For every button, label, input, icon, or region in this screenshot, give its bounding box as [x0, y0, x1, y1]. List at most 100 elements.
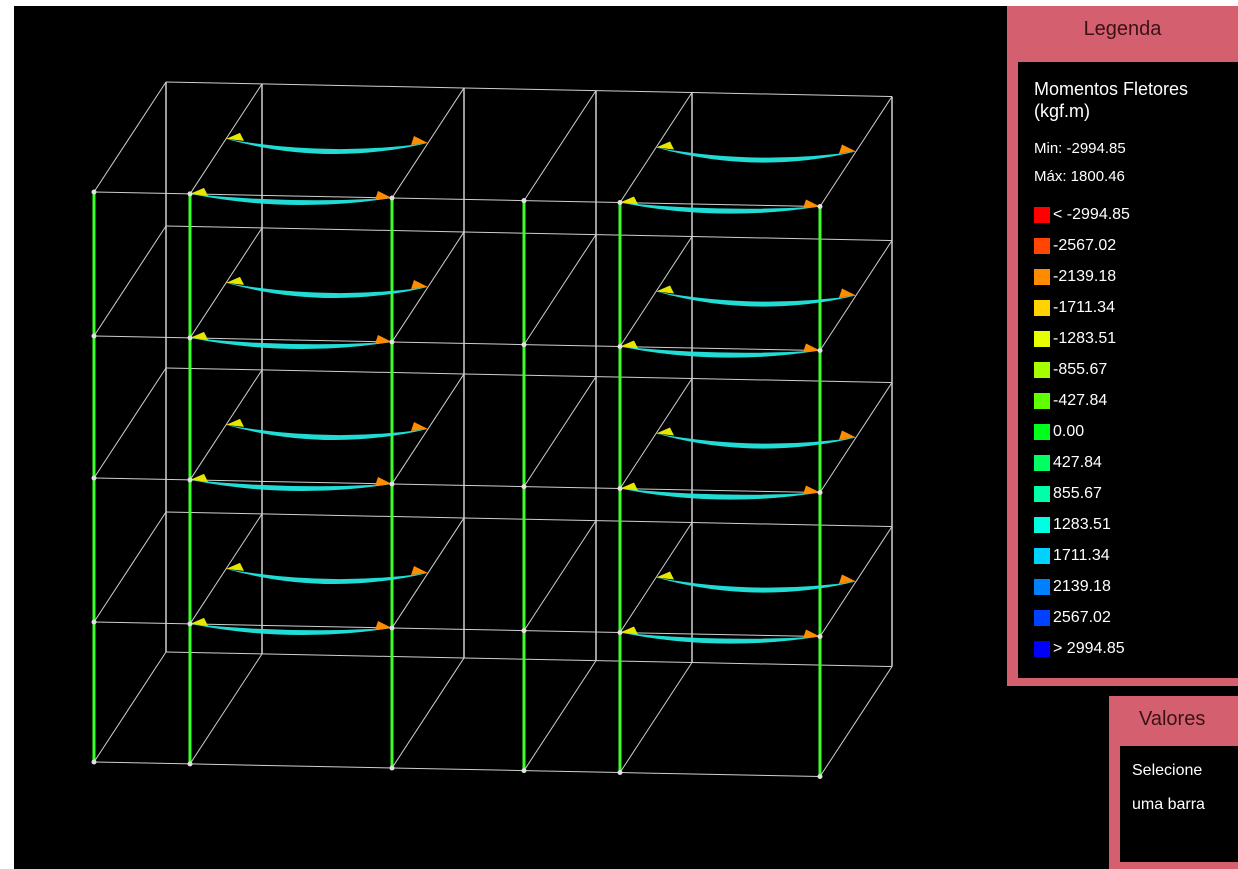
moment-diagram-positive: [226, 282, 428, 299]
frame-beam-depth: [93, 651, 167, 763]
legend-panel-title: Legenda: [1083, 18, 1162, 40]
moment-diagram-negative-end: [620, 482, 638, 491]
legend-item-label: 0.00: [1053, 423, 1085, 440]
frame-beam-back: [261, 369, 465, 375]
legend-item-label: 2139.18: [1053, 578, 1111, 595]
legend-item-label: -855.67: [1053, 361, 1108, 378]
frame-beam-front: [189, 337, 393, 343]
moment-diagram-negative-end: [411, 421, 428, 431]
legend-color-swatch: [1034, 300, 1050, 316]
moment-diagram-negative-end: [411, 565, 428, 575]
frame-node: [91, 475, 97, 481]
moment-diagram-positive: [226, 424, 428, 441]
legend-color-swatch: [1034, 269, 1050, 285]
frame-beam-depth: [93, 511, 167, 623]
moment-diagram-positive: [620, 202, 820, 214]
legend-item-label: 855.67: [1053, 485, 1102, 502]
frame-beam-front: [523, 630, 621, 634]
moment-diagram-negative-end: [226, 418, 244, 427]
frame-beam-depth: [523, 520, 597, 631]
frame-beam-back: [463, 87, 597, 92]
frame-node: [817, 204, 823, 210]
frame-beam-back: [691, 236, 893, 242]
frame-beam-back: [595, 660, 693, 664]
moment-diagram-negative-end: [190, 187, 208, 196]
frame-node: [187, 335, 193, 341]
moment-diagram-negative-end: [656, 571, 674, 580]
frame-beam-depth: [523, 660, 597, 771]
frame-beam-back: [463, 373, 597, 378]
frame-node: [91, 189, 97, 195]
moment-diagram-negative-end: [226, 276, 244, 285]
legend-item: 1711.34: [1034, 545, 1110, 567]
frame-beam-front: [619, 632, 821, 638]
frame-beam-back: [165, 511, 263, 515]
frame-node: [617, 770, 623, 776]
frame-beam-back: [261, 227, 465, 233]
frame-beam-back: [463, 231, 597, 236]
frame-beam-depth: [93, 367, 167, 479]
frame-node: [91, 619, 97, 625]
frame-beam-front: [93, 335, 191, 339]
moment-diagram-negative-end: [656, 285, 674, 294]
frame-node: [617, 344, 623, 350]
frame-beam-front: [391, 483, 525, 488]
legend-item-label: -2139.18: [1053, 268, 1117, 285]
frame-beam-depth: [819, 666, 893, 777]
legend-item-label: -427.84: [1053, 392, 1108, 409]
legend-color-swatch: [1034, 331, 1050, 347]
frame-node: [817, 774, 823, 780]
moment-diagram-negative-end: [803, 629, 820, 639]
frame-beam-front: [619, 346, 821, 352]
moment-diagram-positive: [190, 337, 392, 350]
moment-diagram-negative-end: [190, 473, 208, 482]
frame-beam-front: [619, 488, 821, 494]
values-hint-line2: uma barra: [1132, 796, 1205, 813]
legend-item: 855.67: [1034, 483, 1102, 505]
frame-beam-back: [691, 378, 893, 384]
legend-item-label: 1711.34: [1053, 547, 1110, 564]
moment-diagram-negative-end: [839, 430, 856, 440]
legend-item-label: 427.84: [1053, 454, 1102, 471]
frame-beam-front: [189, 763, 393, 769]
frame-node: [617, 486, 623, 492]
moment-diagram-negative-end: [803, 343, 820, 353]
legend-color-swatch: [1034, 610, 1050, 626]
frame-beam-front: [391, 197, 525, 202]
frame-beam-front: [93, 191, 191, 195]
frame-node: [91, 333, 97, 339]
frame-beam-back: [261, 513, 465, 519]
moment-diagram-positive: [190, 193, 392, 206]
frame-node: [389, 339, 395, 345]
frame-beam-front: [523, 344, 621, 348]
frame-node: [521, 198, 527, 204]
legend-panel: Legenda Momentos Fletores (kgf.m) Min: -…: [1007, 6, 1238, 686]
frame-node: [389, 195, 395, 201]
frame-beam-front: [391, 767, 525, 772]
legend-item: 427.84: [1034, 452, 1102, 474]
moment-diagram-negative-end: [656, 427, 674, 436]
legend-item: 2567.02: [1034, 607, 1111, 629]
frame-node: [521, 342, 527, 348]
frame-beam-front: [391, 627, 525, 632]
moment-diagram-negative-end: [226, 562, 244, 571]
legend-item: -427.84: [1034, 390, 1107, 412]
legend-heading: Momentos Fletores (kgf.m): [1034, 78, 1188, 122]
frame-node: [187, 191, 193, 197]
frame-beam-front: [523, 770, 621, 774]
frame-beam-depth: [523, 90, 597, 201]
legend-item-label: -1283.51: [1053, 330, 1117, 347]
moment-diagram-negative-end: [620, 196, 638, 205]
moment-diagram-negative-end: [620, 340, 638, 349]
moment-diagram-negative-end: [375, 334, 392, 344]
structure-frame-model[interactable]: [14, 6, 1238, 869]
frame-beam-front: [189, 479, 393, 485]
frame-node: [817, 634, 823, 640]
frame-beam-back: [165, 651, 263, 655]
frame-beam-back: [165, 81, 263, 85]
frame-node: [817, 348, 823, 354]
frame-beam-back: [463, 517, 597, 522]
frame-node: [187, 761, 193, 767]
frame-beam-back: [261, 653, 465, 659]
moment-diagram-negative-end: [839, 574, 856, 584]
